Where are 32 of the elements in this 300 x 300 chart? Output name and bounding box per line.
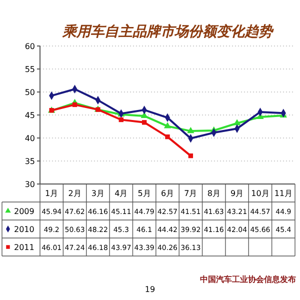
y-tick-label: 40 [24, 134, 35, 143]
x-tick-label: 7月 [184, 189, 198, 198]
point [142, 120, 147, 125]
y-tick-label: 50 [24, 88, 35, 97]
x-tick-label: 6月 [160, 189, 174, 198]
y-tick-label: 30 [24, 180, 35, 189]
y-tick-label: 55 [24, 65, 35, 74]
point [164, 122, 172, 128]
x-tick-label: 10月 [251, 189, 270, 198]
point [165, 134, 170, 140]
point [187, 126, 194, 134]
y-tick-label: 45 [24, 111, 35, 120]
point [188, 153, 194, 158]
legend-label: 2010 [14, 225, 34, 234]
x-tick-label: 5月 [138, 189, 151, 198]
x-tick-label: 9月 [230, 189, 244, 198]
x-tick-label: 3月 [91, 189, 104, 198]
text: 19 [144, 285, 156, 294]
x-tick-label: 2月 [68, 189, 82, 198]
chart-title: 乘用车自主品牌市场份额变化趋势 [62, 23, 274, 40]
y-tick-label: 60 [24, 42, 35, 51]
point [72, 102, 78, 108]
text: 中国汽车工业协会信息发布 [200, 275, 296, 284]
point [233, 119, 241, 126]
point [118, 117, 124, 122]
x-tick-label: 1月 [45, 189, 58, 198]
x-tick-label: 8月 [207, 189, 220, 198]
legend-label: 2009 [14, 207, 34, 216]
legend-label: 2011 [14, 243, 34, 252]
x-tick-label: 11月 [274, 189, 293, 198]
x-tick-label: 4月 [114, 189, 128, 198]
y-tick-label: 35 [24, 157, 35, 166]
